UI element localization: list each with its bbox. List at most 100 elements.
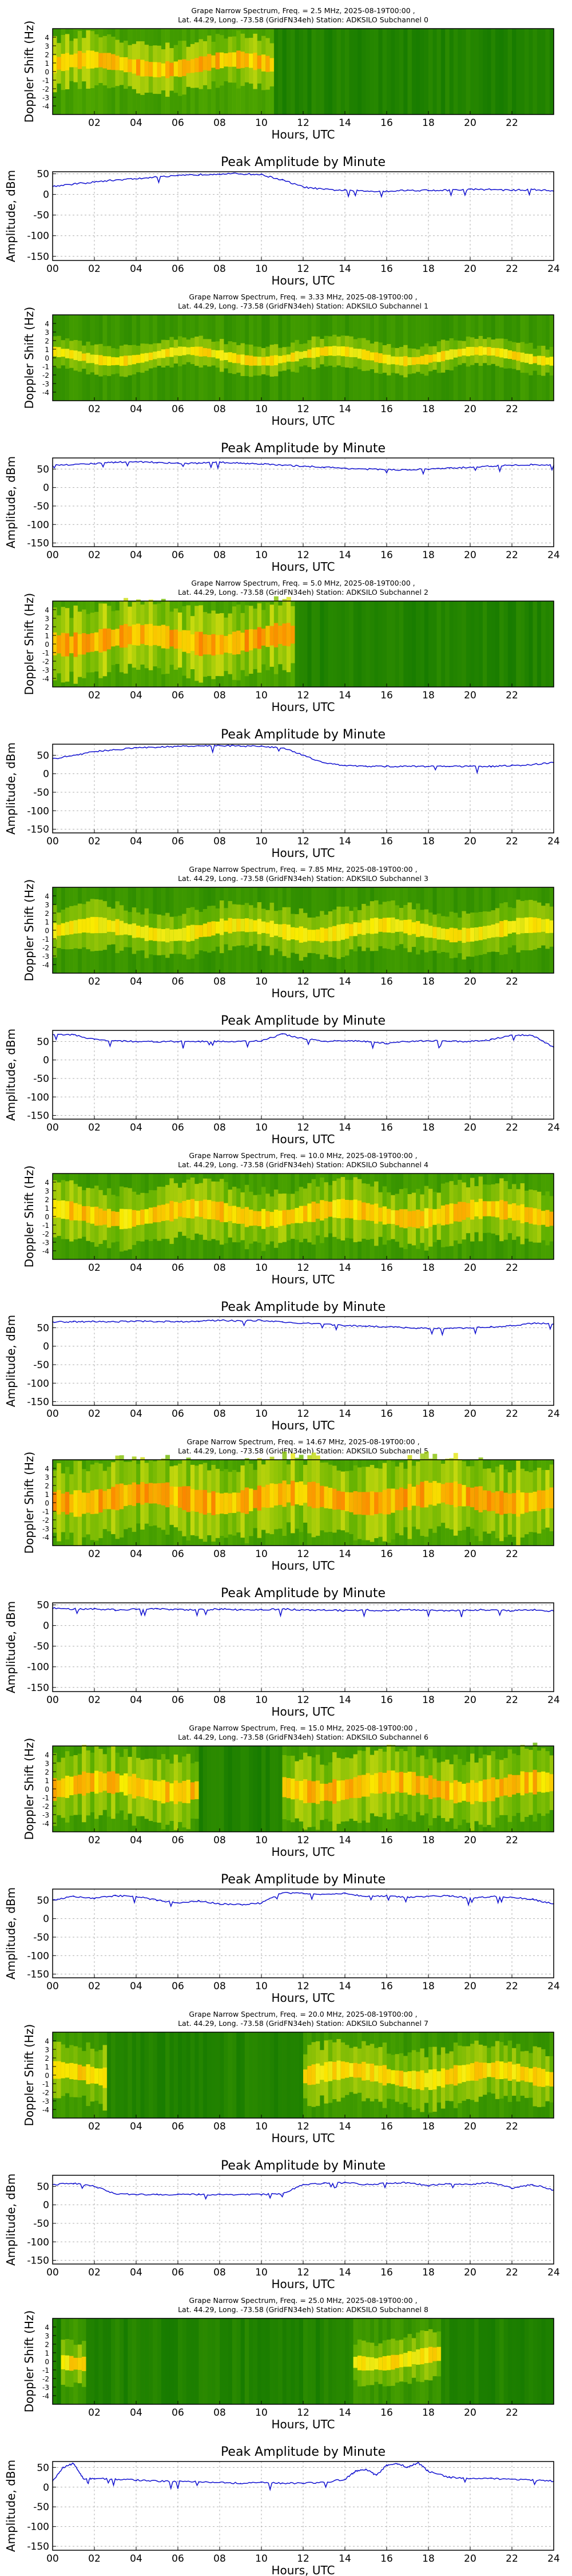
y-tick-label: -100 [27, 1092, 49, 1103]
spectrum-band-cell [169, 929, 174, 942]
x-tick-label: 12 [297, 550, 309, 561]
y-tick-label: -2 [42, 658, 49, 666]
spectrum-band-cell [86, 1206, 91, 1223]
spectrum-band-cell [507, 350, 513, 359]
y-tick-label: -100 [27, 2522, 49, 2533]
x-tick-label: 04 [130, 2267, 142, 2278]
spectrum-band-cell [537, 918, 542, 933]
spectrum-column [295, 2318, 300, 2404]
x-tick-label: 18 [422, 1262, 435, 1274]
spectrum-band-cell [349, 347, 354, 357]
spectrum-band-cell [320, 1783, 325, 1801]
spectrum-band-cell [194, 1781, 200, 1799]
spectrum-band-cell [53, 1778, 57, 1801]
spectrum-band-cell [265, 626, 271, 647]
spectrum-band-cell [491, 2063, 496, 2077]
spectrum-band-cell [211, 1491, 216, 1515]
spectrum-band-cell [399, 920, 404, 932]
spectrum-band-cell [482, 926, 487, 939]
spectrum-band-cell [503, 1492, 509, 1514]
spectrum-band-cell [69, 1494, 74, 1513]
y-tick-label: 0 [45, 2358, 49, 2366]
spectrum-band-cell [303, 1206, 308, 1222]
spectrum-band-cell [315, 1203, 320, 1219]
spectrum-band-cell [520, 1492, 525, 1514]
spectrum-band-cell [220, 1493, 224, 1514]
spectrum-column [124, 2032, 128, 2118]
spectrum-band-cell [178, 60, 182, 77]
amplitude-point [470, 467, 471, 468]
spectrum-band-cell [157, 62, 162, 78]
spectrum-band-cell [428, 2069, 433, 2091]
spectrum-band-cell [449, 349, 454, 359]
amplitude-point [198, 463, 200, 464]
spectrum-column [178, 2318, 182, 2404]
spectrum-band-cell [236, 630, 241, 654]
spectrum-band-cell [440, 928, 446, 940]
spectrum-band-cell [65, 2063, 70, 2078]
spectrum-band-cell [420, 1481, 425, 1508]
spectrum-band-cell [286, 622, 291, 647]
amplitude-point [198, 2481, 200, 2482]
amplitude-point [407, 1609, 408, 1611]
spectrum-band-cell [374, 1203, 379, 1224]
spectrum-band-cell [524, 353, 529, 363]
amplitude-point [490, 1326, 492, 1327]
amplitude-point [136, 1321, 137, 1322]
spectrum-column [395, 29, 400, 114]
amplitude-point [136, 1609, 137, 1610]
x-tick-label: 10 [255, 1262, 268, 1274]
spectrum-band-cell [474, 1486, 479, 1511]
spectrum-band-cell [115, 919, 120, 935]
spectrum-band-cell [115, 56, 120, 70]
spectrum-band-cell [349, 1779, 354, 1798]
spectrum-band-cell [462, 2065, 467, 2083]
x-tick-label: 00 [46, 2267, 59, 2278]
y-tick-label: 50 [37, 1036, 49, 1048]
spectrum-column [261, 2318, 266, 2404]
spectrum-band-cell [178, 1487, 182, 1508]
y-axis-label: Doppler Shift (Hz) [22, 2024, 36, 2126]
spectrum-band-cell [432, 354, 438, 362]
spectrum-band-cell [186, 630, 191, 654]
spectrum-band-cell [124, 1773, 128, 1796]
y-tick-label: -4 [42, 961, 49, 969]
spectrum-title: Grape Narrow Spectrum, Freq. = 20.0 MHz,… [189, 2010, 417, 2018]
spectrum-band-cell [382, 354, 387, 364]
spectrum-band-cell [157, 929, 162, 942]
spectrum-column [315, 601, 320, 687]
y-tick-label: -150 [27, 1682, 49, 1694]
spectrum-band-cell [224, 1492, 229, 1515]
spectrum-band-cell [236, 354, 241, 364]
spectrum-band-cell [144, 925, 149, 941]
spectrum-column [391, 601, 396, 687]
y-tick-label: 3 [45, 1760, 49, 1768]
spectrum-band-cell [403, 919, 408, 934]
spectrum-band-cell [466, 2064, 471, 2081]
spectrum-band-cell [432, 1209, 438, 1225]
x-tick-label: 14 [339, 836, 351, 847]
spectrum-band-cell [407, 1484, 412, 1511]
spectrum-band-cell [395, 1772, 400, 1792]
spectrum-band-cell [128, 1209, 133, 1228]
spectrum-band-cell [332, 1488, 337, 1510]
spectrum-band-cell [411, 1211, 416, 1227]
spectrum-band-cell [478, 1781, 483, 1802]
spectrum-column [362, 601, 367, 687]
x-tick-label: 14 [339, 976, 351, 987]
spectrum-band-cell [111, 1487, 116, 1510]
spectrum-column [136, 2032, 141, 2118]
spectrum-band-cell [512, 1493, 517, 1514]
amplitude-point [281, 179, 283, 181]
spectrum-band-cell [374, 352, 379, 362]
y-tick-label: 2 [45, 51, 49, 59]
spectrum-band-cell [65, 53, 70, 70]
spectrum-column [378, 601, 383, 687]
y-tick-label: 1 [45, 346, 49, 354]
spectrum-band-cell [345, 1199, 349, 1218]
amplitude-point [94, 1609, 95, 1610]
amplitude-point [490, 2182, 492, 2183]
amplitude-point [365, 2184, 367, 2185]
spectrum-column [161, 2318, 166, 2404]
spectrum-band-cell [136, 1210, 141, 1226]
